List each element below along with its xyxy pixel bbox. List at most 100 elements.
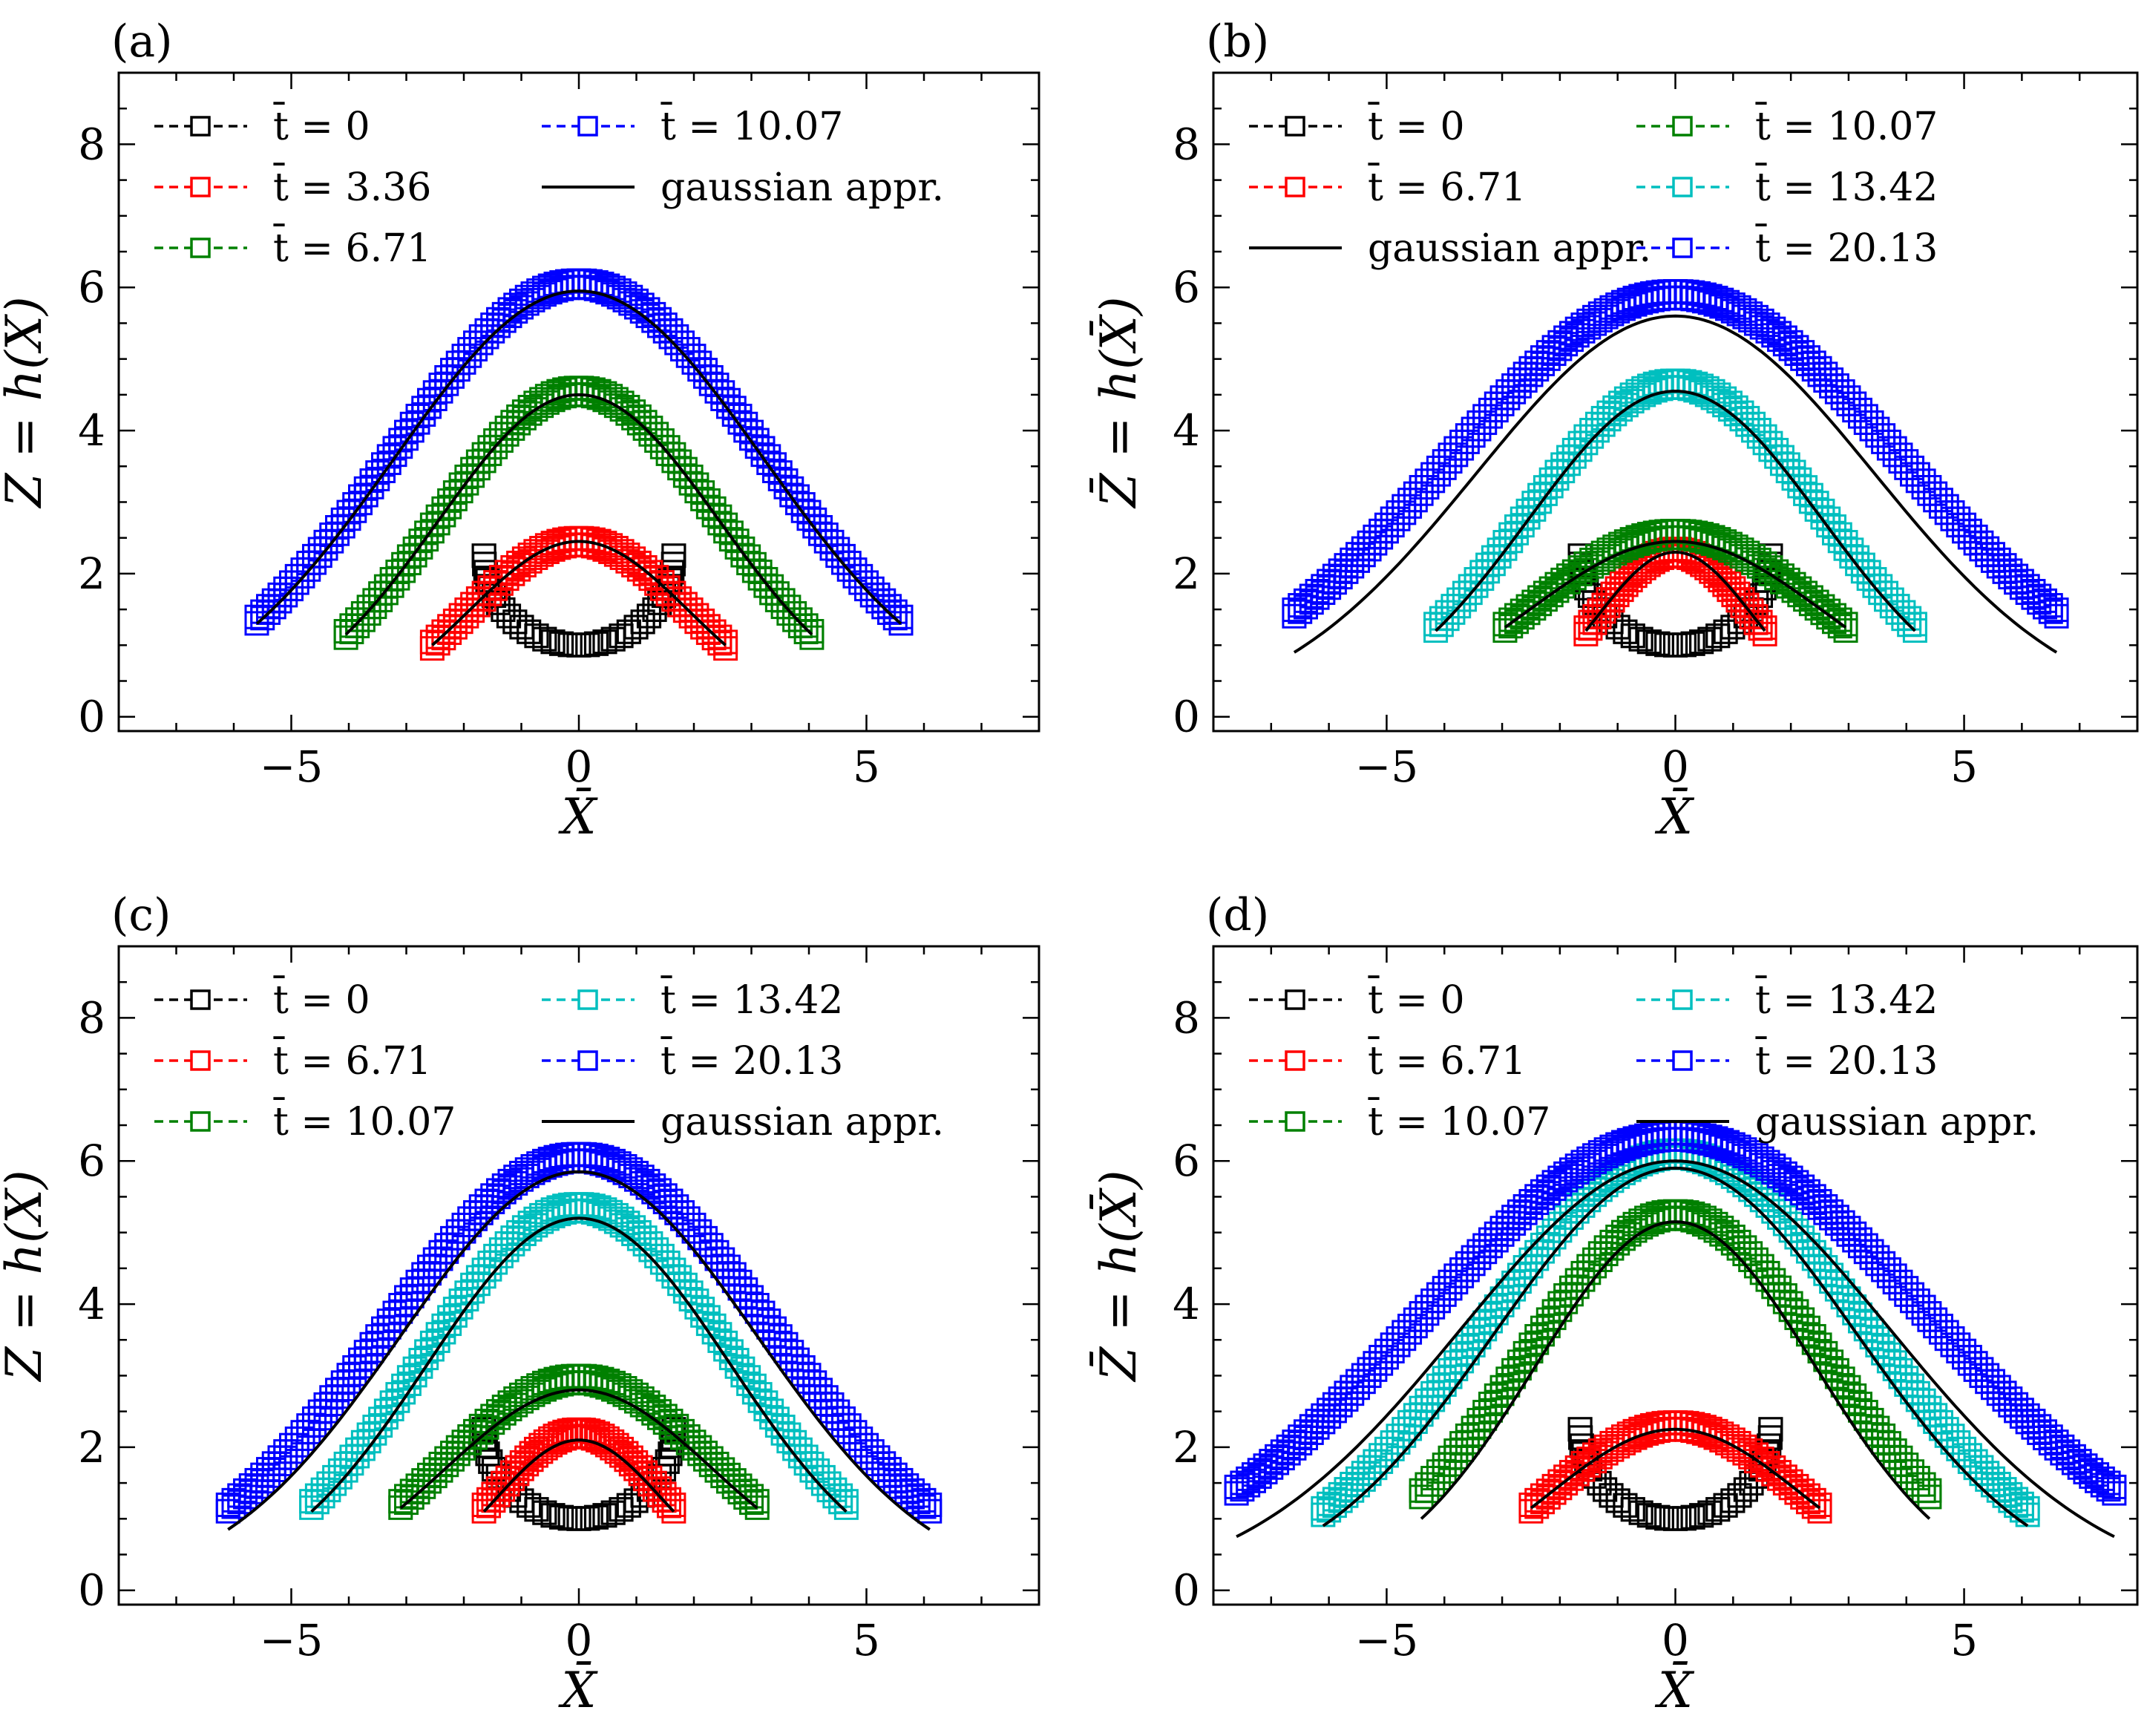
legend-entry: t̄ = 6.71 bbox=[1249, 163, 1526, 210]
legend-label: t̄ = 6.71 bbox=[1368, 163, 1526, 210]
gaussian-line bbox=[1293, 314, 2058, 654]
x-tick-label: 5 bbox=[853, 741, 880, 792]
legend-marker bbox=[190, 989, 211, 1010]
legend-label: t̄ = 13.42 bbox=[1755, 163, 1938, 210]
data-point bbox=[540, 629, 566, 655]
series-4 bbox=[1224, 1120, 2127, 1506]
y-tick-label: 6 bbox=[1173, 1136, 1200, 1186]
gaussian-line bbox=[255, 289, 902, 625]
y-tick-label: 6 bbox=[78, 1136, 105, 1186]
series-1 bbox=[419, 525, 738, 661]
data-point bbox=[2102, 1474, 2127, 1499]
legend-label: t̄ = 6.71 bbox=[1368, 1037, 1526, 1084]
plot-area bbox=[1282, 279, 2069, 658]
legend-entry: t̄ = 13.42 bbox=[542, 976, 843, 1023]
y-tick-label: 2 bbox=[78, 548, 105, 599]
x-tick-label: 5 bbox=[1950, 741, 1978, 792]
legend-label: t̄ = 6.71 bbox=[273, 1037, 431, 1084]
data-point bbox=[713, 629, 738, 655]
data-point bbox=[583, 631, 609, 656]
data-point bbox=[1902, 612, 1927, 637]
y-tick-label: 6 bbox=[78, 262, 105, 312]
legend-marker bbox=[1672, 116, 1693, 137]
x-tick-label: 0 bbox=[566, 741, 593, 792]
legend-label: t̄ = 20.13 bbox=[1755, 1037, 1938, 1084]
gaussian-line bbox=[399, 1388, 758, 1510]
data-point bbox=[1705, 1497, 1731, 1522]
y-tick-label: 2 bbox=[1173, 1422, 1200, 1473]
legend-entry: t̄ = 20.13 bbox=[1636, 224, 1938, 271]
legend-entry: t̄ = 13.42 bbox=[1636, 976, 1938, 1023]
legend-entry: t̄ = 10.07 bbox=[154, 1098, 456, 1144]
legend-label: t̄ = 10.07 bbox=[661, 102, 843, 149]
legend-marker bbox=[1672, 989, 1693, 1010]
data-point bbox=[1620, 623, 1645, 649]
panel-b: (b) −5 0 5 0 2 4 6 8 X̄ Z̄ = h(X̄) t̄ = 0 t̄ = 6.71 g… bbox=[1090, 16, 2139, 845]
y-tick-label: 4 bbox=[1173, 1279, 1200, 1329]
y-axis-label: Z̄ = h(X̄) bbox=[1090, 1170, 1147, 1382]
gaussian-line bbox=[1530, 1427, 1821, 1510]
y-axis-label: Z̄ = h(X̄) bbox=[0, 1170, 53, 1382]
legend-marker bbox=[1285, 1050, 1305, 1071]
data-point bbox=[1636, 1503, 1662, 1528]
y-tick-label: 0 bbox=[1173, 692, 1200, 742]
legend-entry: t̄ = 6.71 bbox=[154, 224, 431, 271]
series-3 bbox=[1311, 1138, 2040, 1527]
data-point bbox=[917, 1493, 943, 1518]
legend-entry: t̄ = 6.71 bbox=[1249, 1037, 1526, 1084]
gaussian-line bbox=[1420, 1220, 1931, 1520]
legend-marker bbox=[577, 1050, 598, 1071]
series-2 bbox=[1409, 1199, 1942, 1510]
legend-marker bbox=[1672, 177, 1693, 197]
x-axis-label: X̄ bbox=[1654, 1662, 1695, 1719]
legend-label: t̄ = 0 bbox=[273, 102, 370, 149]
legend: t̄ = 0 t̄ = 6.71 t̄ = 10.07 t̄ = 13.42 t̄ = … bbox=[154, 976, 944, 1144]
legend-entry: t̄ = 10.07 bbox=[542, 102, 843, 149]
legend: t̄ = 0 t̄ = 3.36 t̄ = 6.71 t̄ = 10.07 gaussi… bbox=[154, 102, 944, 271]
legend-entry: t̄ = 13.42 bbox=[1636, 163, 1938, 210]
y-tick-label: 8 bbox=[1173, 119, 1200, 169]
data-point bbox=[2044, 597, 2069, 623]
data-point bbox=[532, 626, 557, 652]
panel-label: (d) bbox=[1206, 889, 1269, 941]
data-point bbox=[661, 1493, 686, 1518]
series-2 bbox=[388, 1363, 770, 1520]
data-point bbox=[517, 619, 542, 644]
plot-area bbox=[244, 268, 914, 661]
x-axis-label: X̄ bbox=[558, 788, 599, 845]
data-point bbox=[1917, 1478, 1942, 1503]
legend-entry: gaussian appr. bbox=[1249, 226, 1651, 271]
legend-marker bbox=[190, 1050, 211, 1071]
y-tick-label: 0 bbox=[1173, 1565, 1200, 1616]
x-tick-label: −5 bbox=[260, 1615, 324, 1665]
y-tick-label: 8 bbox=[78, 992, 105, 1043]
data-point bbox=[524, 1497, 549, 1522]
data-point bbox=[1758, 1417, 1783, 1442]
legend-marker bbox=[1285, 1111, 1305, 1132]
gaussian-line bbox=[1584, 551, 1766, 632]
data-point bbox=[1628, 626, 1653, 652]
legend-marker bbox=[190, 116, 211, 137]
data-point bbox=[1705, 623, 1731, 649]
legend-marker bbox=[1285, 177, 1305, 197]
x-tick-label: 0 bbox=[1662, 1615, 1689, 1665]
data-point bbox=[1752, 615, 1777, 641]
y-tick-label: 4 bbox=[78, 1279, 105, 1329]
series-3 bbox=[244, 268, 914, 636]
legend-entry: gaussian appr. bbox=[542, 166, 944, 210]
data-point bbox=[1613, 1493, 1638, 1518]
legend-marker bbox=[1285, 116, 1305, 137]
data-point bbox=[1636, 629, 1662, 655]
legend-label: t̄ = 6.71 bbox=[273, 224, 431, 271]
legend-entry: t̄ = 6.71 bbox=[154, 1037, 431, 1084]
data-point bbox=[888, 604, 914, 629]
series-4 bbox=[215, 1141, 943, 1524]
y-tick-label: 2 bbox=[1173, 548, 1200, 599]
legend-label: t̄ = 20.13 bbox=[1755, 224, 1938, 271]
y-tick-label: 8 bbox=[78, 119, 105, 169]
legend-entry: t̄ = 0 bbox=[154, 976, 370, 1023]
gaussian-line bbox=[482, 1438, 675, 1513]
legend-label: t̄ = 13.42 bbox=[661, 976, 843, 1023]
